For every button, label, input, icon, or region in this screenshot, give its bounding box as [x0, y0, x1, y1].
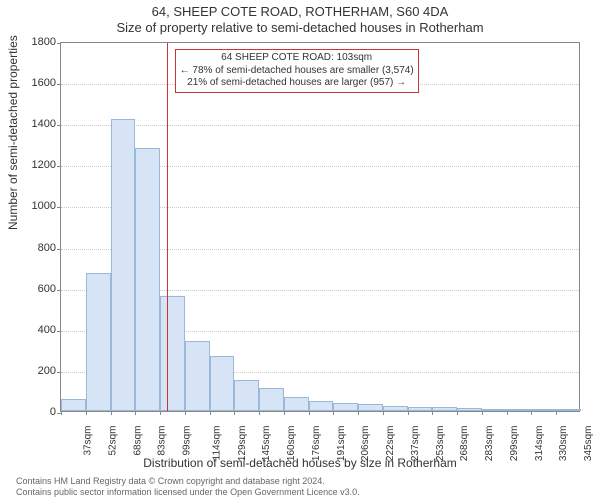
histogram-bar	[408, 407, 433, 411]
y-tick-mark	[57, 84, 61, 85]
y-tick-label: 800	[16, 242, 56, 254]
histogram-bar	[160, 296, 185, 411]
x-tick-mark	[482, 411, 483, 415]
x-tick-mark	[284, 411, 285, 415]
y-tick-label: 1000	[16, 200, 56, 212]
y-tick-mark	[57, 166, 61, 167]
y-tick-label: 600	[16, 283, 56, 295]
x-tick-label: 52sqm	[107, 426, 118, 456]
x-tick-mark	[210, 411, 211, 415]
histogram-bar	[432, 407, 457, 411]
x-tick-mark	[333, 411, 334, 415]
x-tick-mark	[135, 411, 136, 415]
y-tick-mark	[57, 125, 61, 126]
x-tick-mark	[383, 411, 384, 415]
footer-line-1: Contains HM Land Registry data © Crown c…	[16, 476, 594, 487]
y-tick-label: 1400	[16, 118, 56, 130]
x-tick-mark	[358, 411, 359, 415]
x-tick-mark	[408, 411, 409, 415]
x-tick-mark	[457, 411, 458, 415]
x-tick-mark	[507, 411, 508, 415]
y-tick-label: 1800	[16, 36, 56, 48]
x-tick-mark	[234, 411, 235, 415]
histogram-bar	[86, 273, 111, 411]
annotation-line-2: 21% of semi-detached houses are larger (…	[180, 77, 414, 90]
histogram-bar	[234, 380, 259, 411]
histogram-bar	[61, 399, 86, 411]
y-tick-label: 0	[16, 406, 56, 418]
histogram-bar	[531, 409, 556, 411]
y-tick-label: 1200	[16, 159, 56, 171]
x-tick-label: 68sqm	[132, 426, 143, 456]
histogram-bar	[284, 397, 309, 411]
histogram-bar	[556, 409, 581, 411]
histogram-bar	[333, 403, 358, 411]
histogram-bar	[383, 406, 408, 411]
annotation-line-0: 64 SHEEP COTE ROAD: 103sqm	[180, 52, 414, 65]
y-tick-mark	[57, 249, 61, 250]
histogram-bar	[111, 119, 136, 411]
footer-line-2: Contains public sector information licen…	[16, 487, 594, 498]
plot-area: 64 SHEEP COTE ROAD: 103sqm← 78% of semi-…	[60, 42, 580, 412]
x-tick-mark	[111, 411, 112, 415]
y-tick-mark	[57, 372, 61, 373]
y-tick-label: 400	[16, 324, 56, 336]
x-axis-label: Distribution of semi-detached houses by …	[0, 456, 600, 470]
y-tick-mark	[57, 290, 61, 291]
x-tick-label: 83sqm	[157, 426, 168, 456]
chart-container: 64, SHEEP COTE ROAD, ROTHERHAM, S60 4DA …	[0, 0, 600, 500]
x-tick-label: 37sqm	[83, 426, 94, 456]
x-tick-mark	[86, 411, 87, 415]
histogram-bar	[457, 408, 482, 411]
annotation-line-1: ← 78% of semi-detached houses are smalle…	[180, 65, 414, 78]
histogram-bar	[507, 409, 532, 411]
y-tick-mark	[57, 331, 61, 332]
y-tick-mark	[57, 207, 61, 208]
footer-attribution: Contains HM Land Registry data © Crown c…	[16, 476, 594, 498]
histogram-bar	[135, 148, 160, 411]
x-tick-label: 99sqm	[182, 426, 193, 456]
marker-line	[167, 43, 168, 411]
annotation-box: 64 SHEEP COTE ROAD: 103sqm← 78% of semi-…	[175, 49, 419, 93]
title-line-1: 64, SHEEP COTE ROAD, ROTHERHAM, S60 4DA	[0, 4, 600, 19]
y-tick-label: 1600	[16, 77, 56, 89]
gridline	[61, 125, 579, 126]
histogram-bar	[482, 409, 507, 411]
histogram-bar	[210, 356, 235, 412]
x-tick-mark	[185, 411, 186, 415]
x-tick-mark	[61, 411, 62, 415]
x-tick-mark	[259, 411, 260, 415]
y-tick-label: 200	[16, 365, 56, 377]
x-tick-mark	[531, 411, 532, 415]
x-tick-mark	[309, 411, 310, 415]
histogram-bar	[309, 401, 334, 411]
y-tick-mark	[57, 43, 61, 44]
title-line-2: Size of property relative to semi-detach…	[0, 20, 600, 35]
histogram-bar	[259, 388, 284, 411]
x-tick-mark	[556, 411, 557, 415]
histogram-bar	[358, 404, 383, 411]
x-tick-mark	[432, 411, 433, 415]
histogram-bar	[185, 341, 210, 411]
x-tick-mark	[160, 411, 161, 415]
